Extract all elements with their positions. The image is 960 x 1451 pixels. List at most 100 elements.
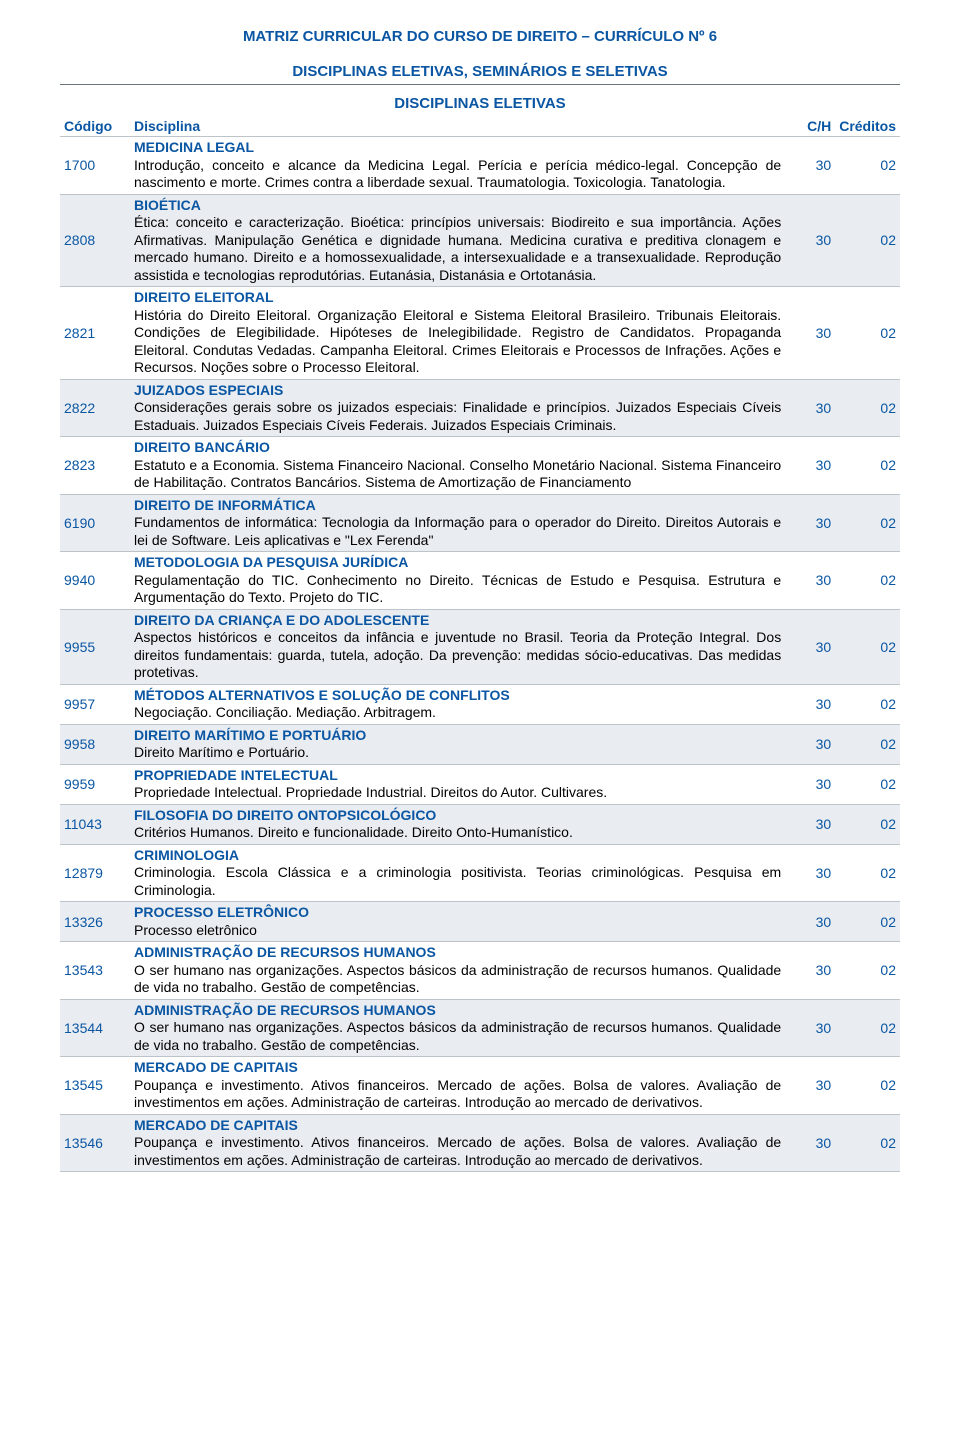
course-code: 9957 [60,684,130,724]
course-code: 9958 [60,724,130,764]
table-row: 13544ADMINISTRAÇÃO DE RECURSOS HUMANOSO … [60,999,900,1057]
course-description: DIREITO MARÍTIMO E PORTUÁRIODireito Marí… [130,724,785,764]
course-code: 11043 [60,804,130,844]
course-desc-text: Poupança e investimento. Ativos financei… [134,1077,781,1111]
course-description: DIREITO BANCÁRIOEstatuto e a Economia. S… [130,437,785,495]
course-credits: 02 [835,552,900,610]
course-name: METODOLOGIA DA PESQUISA JURÍDICA [134,554,781,572]
table-row: 9959PROPRIEDADE INTELECTUALPropriedade I… [60,764,900,804]
course-ch: 30 [785,552,835,610]
course-ch: 30 [785,287,835,380]
course-name: ADMINISTRAÇÃO DE RECURSOS HUMANOS [134,1002,781,1020]
course-name: MERCADO DE CAPITAIS [134,1117,781,1135]
course-description: MERCADO DE CAPITAISPoupança e investimen… [130,1057,785,1115]
course-ch: 30 [785,379,835,437]
course-code: 13545 [60,1057,130,1115]
table-row: 6190DIREITO DE INFORMÁTICAFundamentos de… [60,494,900,552]
course-ch: 30 [785,844,835,902]
col-header-disciplina: Disciplina [130,116,785,137]
course-ch: 30 [785,1057,835,1115]
course-description: ADMINISTRAÇÃO DE RECURSOS HUMANOSO ser h… [130,942,785,1000]
table-row: 13326PROCESSO ELETRÔNICOProcesso eletrôn… [60,902,900,942]
course-code: 2808 [60,194,130,287]
table-row: 12879CRIMINOLOGIACriminologia. Escola Cl… [60,844,900,902]
table-row: 9940METODOLOGIA DA PESQUISA JURÍDICARegu… [60,552,900,610]
course-name: BIOÉTICA [134,197,781,215]
course-code: 2821 [60,287,130,380]
course-description: PROPRIEDADE INTELECTUALPropriedade Intel… [130,764,785,804]
course-description: ADMINISTRAÇÃO DE RECURSOS HUMANOSO ser h… [130,999,785,1057]
course-desc-text: Fundamentos de informática: Tecnologia d… [134,514,781,548]
course-credits: 02 [835,287,900,380]
course-description: FILOSOFIA DO DIREITO ONTOPSICOLÓGICOCrit… [130,804,785,844]
course-credits: 02 [835,942,900,1000]
course-description: JUIZADOS ESPECIAISConsiderações gerais s… [130,379,785,437]
col-header-codigo: Código [60,116,130,137]
course-name: PROCESSO ELETRÔNICO [134,904,781,922]
table-row: 11043FILOSOFIA DO DIREITO ONTOPSICOLÓGIC… [60,804,900,844]
course-ch: 30 [785,137,835,195]
course-credits: 02 [835,379,900,437]
course-credits: 02 [835,804,900,844]
table-row: 13546MERCADO DE CAPITAISPoupança e inves… [60,1114,900,1172]
course-desc-text: Estatuto e a Economia. Sistema Financeir… [134,457,781,491]
course-name: JUIZADOS ESPECIAIS [134,382,781,400]
course-description: MERCADO DE CAPITAISPoupança e investimen… [130,1114,785,1172]
col-header-creditos: Créditos [835,116,900,137]
course-desc-text: Direito Marítimo e Portuário. [134,744,309,760]
course-name: DIREITO ELEITORAL [134,289,781,307]
course-code: 2823 [60,437,130,495]
course-desc-text: Processo eletrônico [134,922,257,938]
course-code: 9955 [60,609,130,684]
course-code: 1700 [60,137,130,195]
course-description: DIREITO DA CRIANÇA E DO ADOLESCENTEAspec… [130,609,785,684]
course-ch: 30 [785,764,835,804]
course-desc-text: Regulamentação do TIC. Conhecimento no D… [134,572,781,606]
course-credits: 02 [835,437,900,495]
course-table: Código Disciplina C/H Créditos 1700MEDIC… [60,116,900,1172]
course-name: FILOSOFIA DO DIREITO ONTOPSICOLÓGICO [134,807,781,825]
course-credits: 02 [835,194,900,287]
course-ch: 30 [785,804,835,844]
course-desc-text: Considerações gerais sobre os juizados e… [134,399,781,433]
course-ch: 30 [785,942,835,1000]
course-code: 6190 [60,494,130,552]
course-desc-text: Criminologia. Escola Clássica e a crimin… [134,864,781,898]
table-row: 2823DIREITO BANCÁRIOEstatuto e a Economi… [60,437,900,495]
course-name: DIREITO BANCÁRIO [134,439,781,457]
table-row: 13543ADMINISTRAÇÃO DE RECURSOS HUMANOSO … [60,942,900,1000]
table-row: 13545MERCADO DE CAPITAISPoupança e inves… [60,1057,900,1115]
table-row: 9955DIREITO DA CRIANÇA E DO ADOLESCENTEA… [60,609,900,684]
course-desc-text: O ser humano nas organizações. Aspectos … [134,1019,781,1053]
table-row: 2821DIREITO ELEITORALHistória do Direito… [60,287,900,380]
course-code: 13326 [60,902,130,942]
course-ch: 30 [785,494,835,552]
course-credits: 02 [835,1114,900,1172]
course-ch: 30 [785,1114,835,1172]
course-description: DIREITO ELEITORALHistória do Direito Ele… [130,287,785,380]
table-row: 9958DIREITO MARÍTIMO E PORTUÁRIODireito … [60,724,900,764]
course-name: PROPRIEDADE INTELECTUAL [134,767,781,785]
course-name: ADMINISTRAÇÃO DE RECURSOS HUMANOS [134,944,781,962]
course-name: MERCADO DE CAPITAIS [134,1059,781,1077]
course-ch: 30 [785,609,835,684]
course-description: MÉTODOS ALTERNATIVOS E SOLUÇÃO DE CONFLI… [130,684,785,724]
col-header-ch: C/H [785,116,835,137]
course-name: MEDICINA LEGAL [134,139,781,157]
course-desc-text: Negociação. Conciliação. Mediação. Arbit… [134,704,436,720]
page-title-main: MATRIZ CURRICULAR DO CURSO DE DIREITO – … [60,28,900,45]
course-name: DIREITO DE INFORMÁTICA [134,497,781,515]
page-title-sub: DISCIPLINAS ELETIVAS, SEMINÁRIOS E SELET… [60,63,900,80]
course-code: 9959 [60,764,130,804]
course-credits: 02 [835,902,900,942]
course-credits: 02 [835,999,900,1057]
course-ch: 30 [785,437,835,495]
course-code: 12879 [60,844,130,902]
course-desc-text: Ética: conceito e caracterização. Bioéti… [134,214,781,283]
course-credits: 02 [835,764,900,804]
table-row: 9957MÉTODOS ALTERNATIVOS E SOLUÇÃO DE CO… [60,684,900,724]
course-description: METODOLOGIA DA PESQUISA JURÍDICARegulame… [130,552,785,610]
course-credits: 02 [835,1057,900,1115]
course-credits: 02 [835,137,900,195]
course-description: PROCESSO ELETRÔNICOProcesso eletrônico [130,902,785,942]
